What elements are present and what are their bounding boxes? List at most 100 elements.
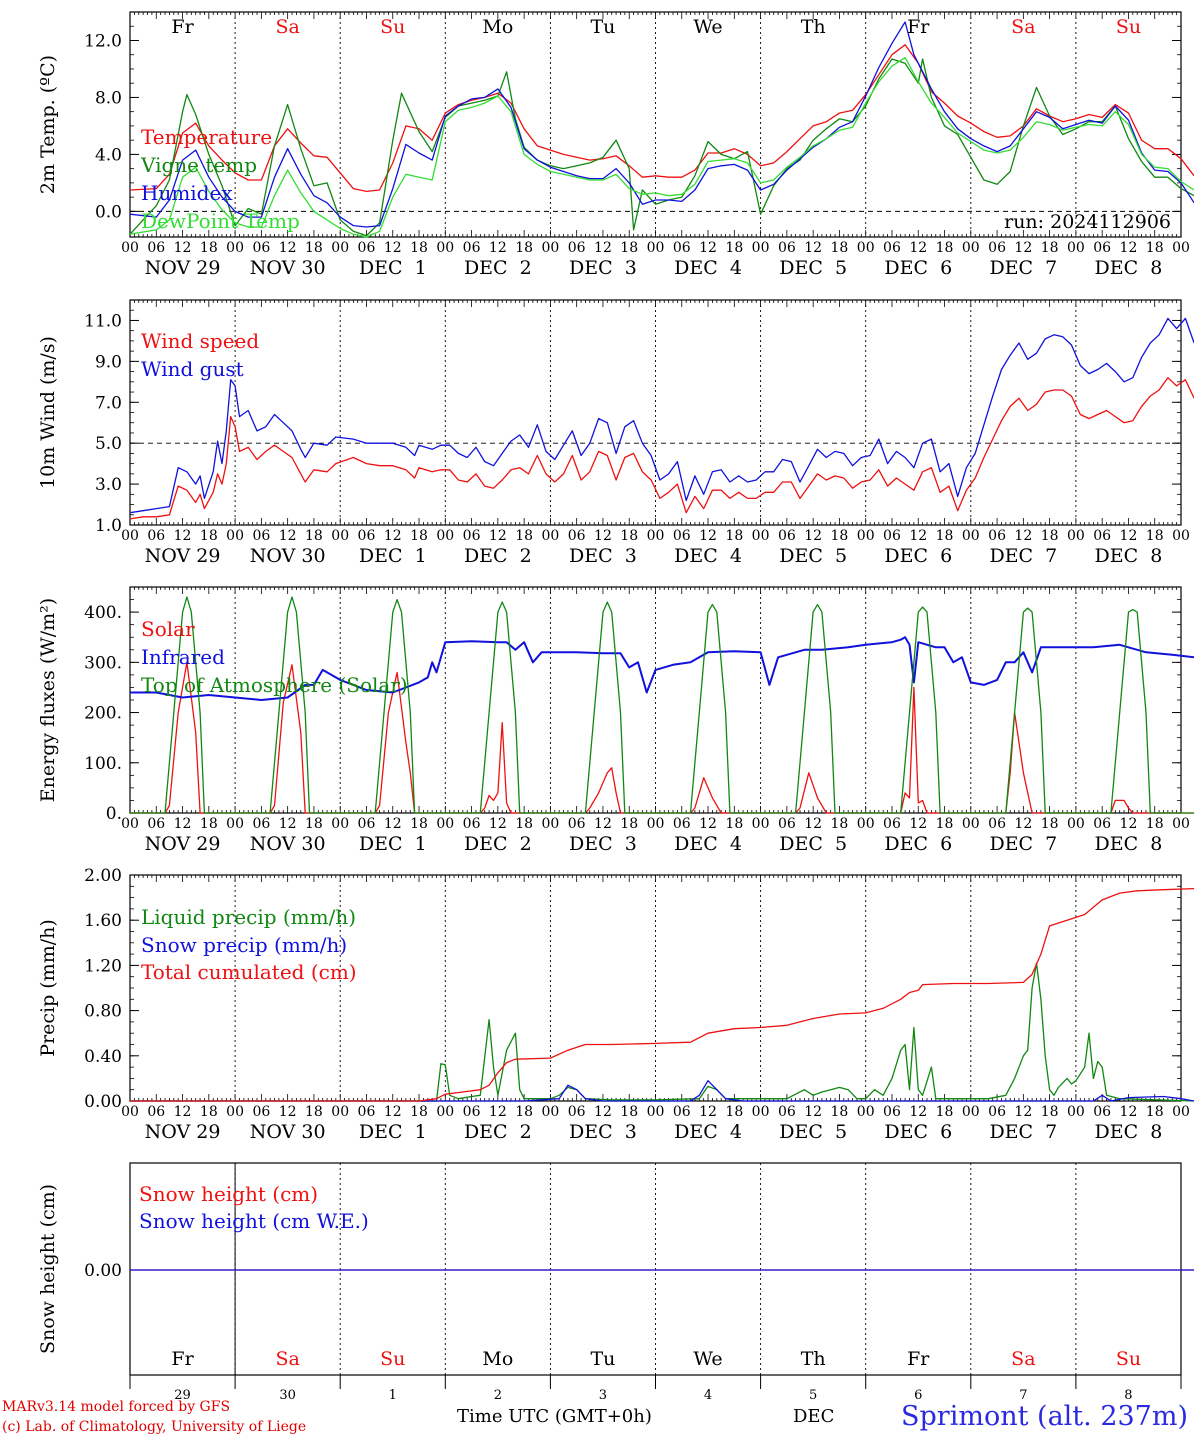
legend-entry: Wind gust — [141, 357, 244, 381]
hour-tick-label: 12 — [174, 816, 192, 832]
hour-tick-label: 00 — [121, 240, 139, 256]
hour-tick-label: 12 — [1014, 816, 1032, 832]
hour-tick-label: 06 — [1093, 240, 1111, 256]
y-tick-label: 9.0 — [95, 352, 122, 372]
hour-tick-label: 18 — [515, 528, 533, 544]
hour-tick-label: 18 — [200, 240, 218, 256]
y-tick-label: 4.0 — [95, 145, 122, 165]
date-label: DEC 6 — [884, 257, 952, 279]
hour-tick-label: 00 — [121, 816, 139, 832]
hour-tick-label: 12 — [594, 816, 612, 832]
hour-tick-label: 06 — [358, 528, 376, 544]
date-label: NOV 30 — [250, 257, 326, 279]
date-label: NOV 29 — [145, 833, 221, 855]
hour-tick-label: 12 — [1014, 1104, 1032, 1120]
panel-2 — [129, 299, 1194, 526]
hour-tick-label: 00 — [226, 528, 244, 544]
hour-tick-label: 18 — [1041, 240, 1059, 256]
hour-tick-label: 18 — [831, 240, 849, 256]
legend-entry: Wind speed — [141, 329, 259, 353]
date-label: DEC 4 — [674, 257, 742, 279]
hour-tick-label: 12 — [594, 1104, 612, 1120]
hour-tick-label: 12 — [804, 528, 822, 544]
hour-tick-label: 06 — [568, 240, 586, 256]
hour-tick-label: 18 — [620, 240, 638, 256]
station-title: Sprimont (alt. 237m) — [901, 1401, 1188, 1432]
weekday-label: Su — [380, 16, 405, 38]
date-label: NOV 30 — [250, 1121, 326, 1143]
hour-tick-label: 18 — [200, 528, 218, 544]
y-tick-label: 2.00 — [84, 866, 122, 886]
date-label: DEC 2 — [464, 833, 532, 855]
series-line-total-cumulated-cm- — [130, 887, 1194, 1102]
hour-tick-label: 06 — [988, 816, 1006, 832]
hour-tick-label: 18 — [936, 816, 954, 832]
hour-tick-label: 18 — [410, 816, 428, 832]
hour-tick-label: 06 — [883, 816, 901, 832]
hour-tick-label: 18 — [305, 816, 323, 832]
legend-entry: Infrared — [141, 645, 225, 669]
hour-tick-label: 00 — [647, 528, 665, 544]
y-axis-label: Snow height (cm) — [37, 1184, 59, 1354]
hour-tick-label: 00 — [1172, 240, 1190, 256]
hour-tick-label: 06 — [463, 240, 481, 256]
date-label: DEC 1 — [359, 833, 427, 855]
day-number: 7 — [1019, 1388, 1027, 1403]
hour-tick-label: 18 — [410, 528, 428, 544]
y-tick-label: 1.20 — [84, 956, 122, 976]
hour-tick-label: 00 — [647, 1104, 665, 1120]
date-label: NOV 30 — [250, 833, 326, 855]
hour-tick-label: 12 — [804, 1104, 822, 1120]
y-tick-label: 300. — [84, 653, 122, 673]
y-tick-label: 12.0 — [84, 31, 122, 51]
date-label: DEC 7 — [989, 257, 1057, 279]
date-label: DEC 6 — [884, 545, 952, 567]
series-line-snow-precip-mm-h- — [130, 1080, 1194, 1102]
hour-tick-label: 00 — [1067, 240, 1085, 256]
hour-tick-label: 06 — [778, 240, 796, 256]
day-number: 4 — [704, 1388, 712, 1403]
hour-tick-label: 00 — [1172, 528, 1190, 544]
date-label: DEC 7 — [989, 1121, 1057, 1143]
weekday-label: Fr — [907, 1348, 930, 1370]
hour-tick-label: 18 — [305, 240, 323, 256]
hour-tick-label: 12 — [174, 528, 192, 544]
y-tick-label: 400. — [84, 603, 122, 623]
hour-tick-label: 06 — [1093, 1104, 1111, 1120]
hour-tick-label: 12 — [384, 816, 402, 832]
hour-tick-label: 06 — [463, 1104, 481, 1120]
date-label: DEC 4 — [674, 545, 742, 567]
hour-tick-label: 06 — [463, 528, 481, 544]
y-tick-label: 0.0 — [95, 202, 122, 222]
date-label: NOV 29 — [145, 1121, 221, 1143]
legend-entry: DewPoint Temp — [141, 209, 300, 233]
weekday-label: Su — [1116, 16, 1141, 38]
hour-tick-label: 06 — [147, 528, 165, 544]
hour-tick-label: 06 — [147, 240, 165, 256]
hour-tick-label: 00 — [647, 816, 665, 832]
date-label: DEC 8 — [1095, 1121, 1163, 1143]
day-number: 2 — [494, 1388, 502, 1403]
hour-tick-label: 12 — [594, 528, 612, 544]
hour-tick-label: 06 — [673, 1104, 691, 1120]
hour-tick-label: 00 — [1172, 1104, 1190, 1120]
hour-tick-label: 18 — [1146, 816, 1164, 832]
weekday-label: Th — [801, 1348, 826, 1370]
date-label: DEC 8 — [1095, 545, 1163, 567]
y-tick-label: 0. — [106, 804, 122, 824]
date-label: DEC 8 — [1095, 833, 1163, 855]
hour-tick-label: 12 — [174, 1104, 192, 1120]
hour-tick-label: 18 — [936, 1104, 954, 1120]
hour-tick-label: 00 — [857, 240, 875, 256]
date-label: DEC 2 — [464, 1121, 532, 1143]
hour-tick-label: 00 — [1067, 1104, 1085, 1120]
hour-tick-label: 06 — [778, 816, 796, 832]
hour-tick-label: 06 — [778, 1104, 796, 1120]
hour-tick-label: 12 — [909, 240, 927, 256]
date-label: DEC 7 — [989, 545, 1057, 567]
weekday-label: Tu — [590, 1348, 615, 1370]
hour-tick-label: 06 — [358, 816, 376, 832]
legend-entry: Vigne temp — [140, 153, 257, 177]
date-label: DEC 1 — [359, 257, 427, 279]
